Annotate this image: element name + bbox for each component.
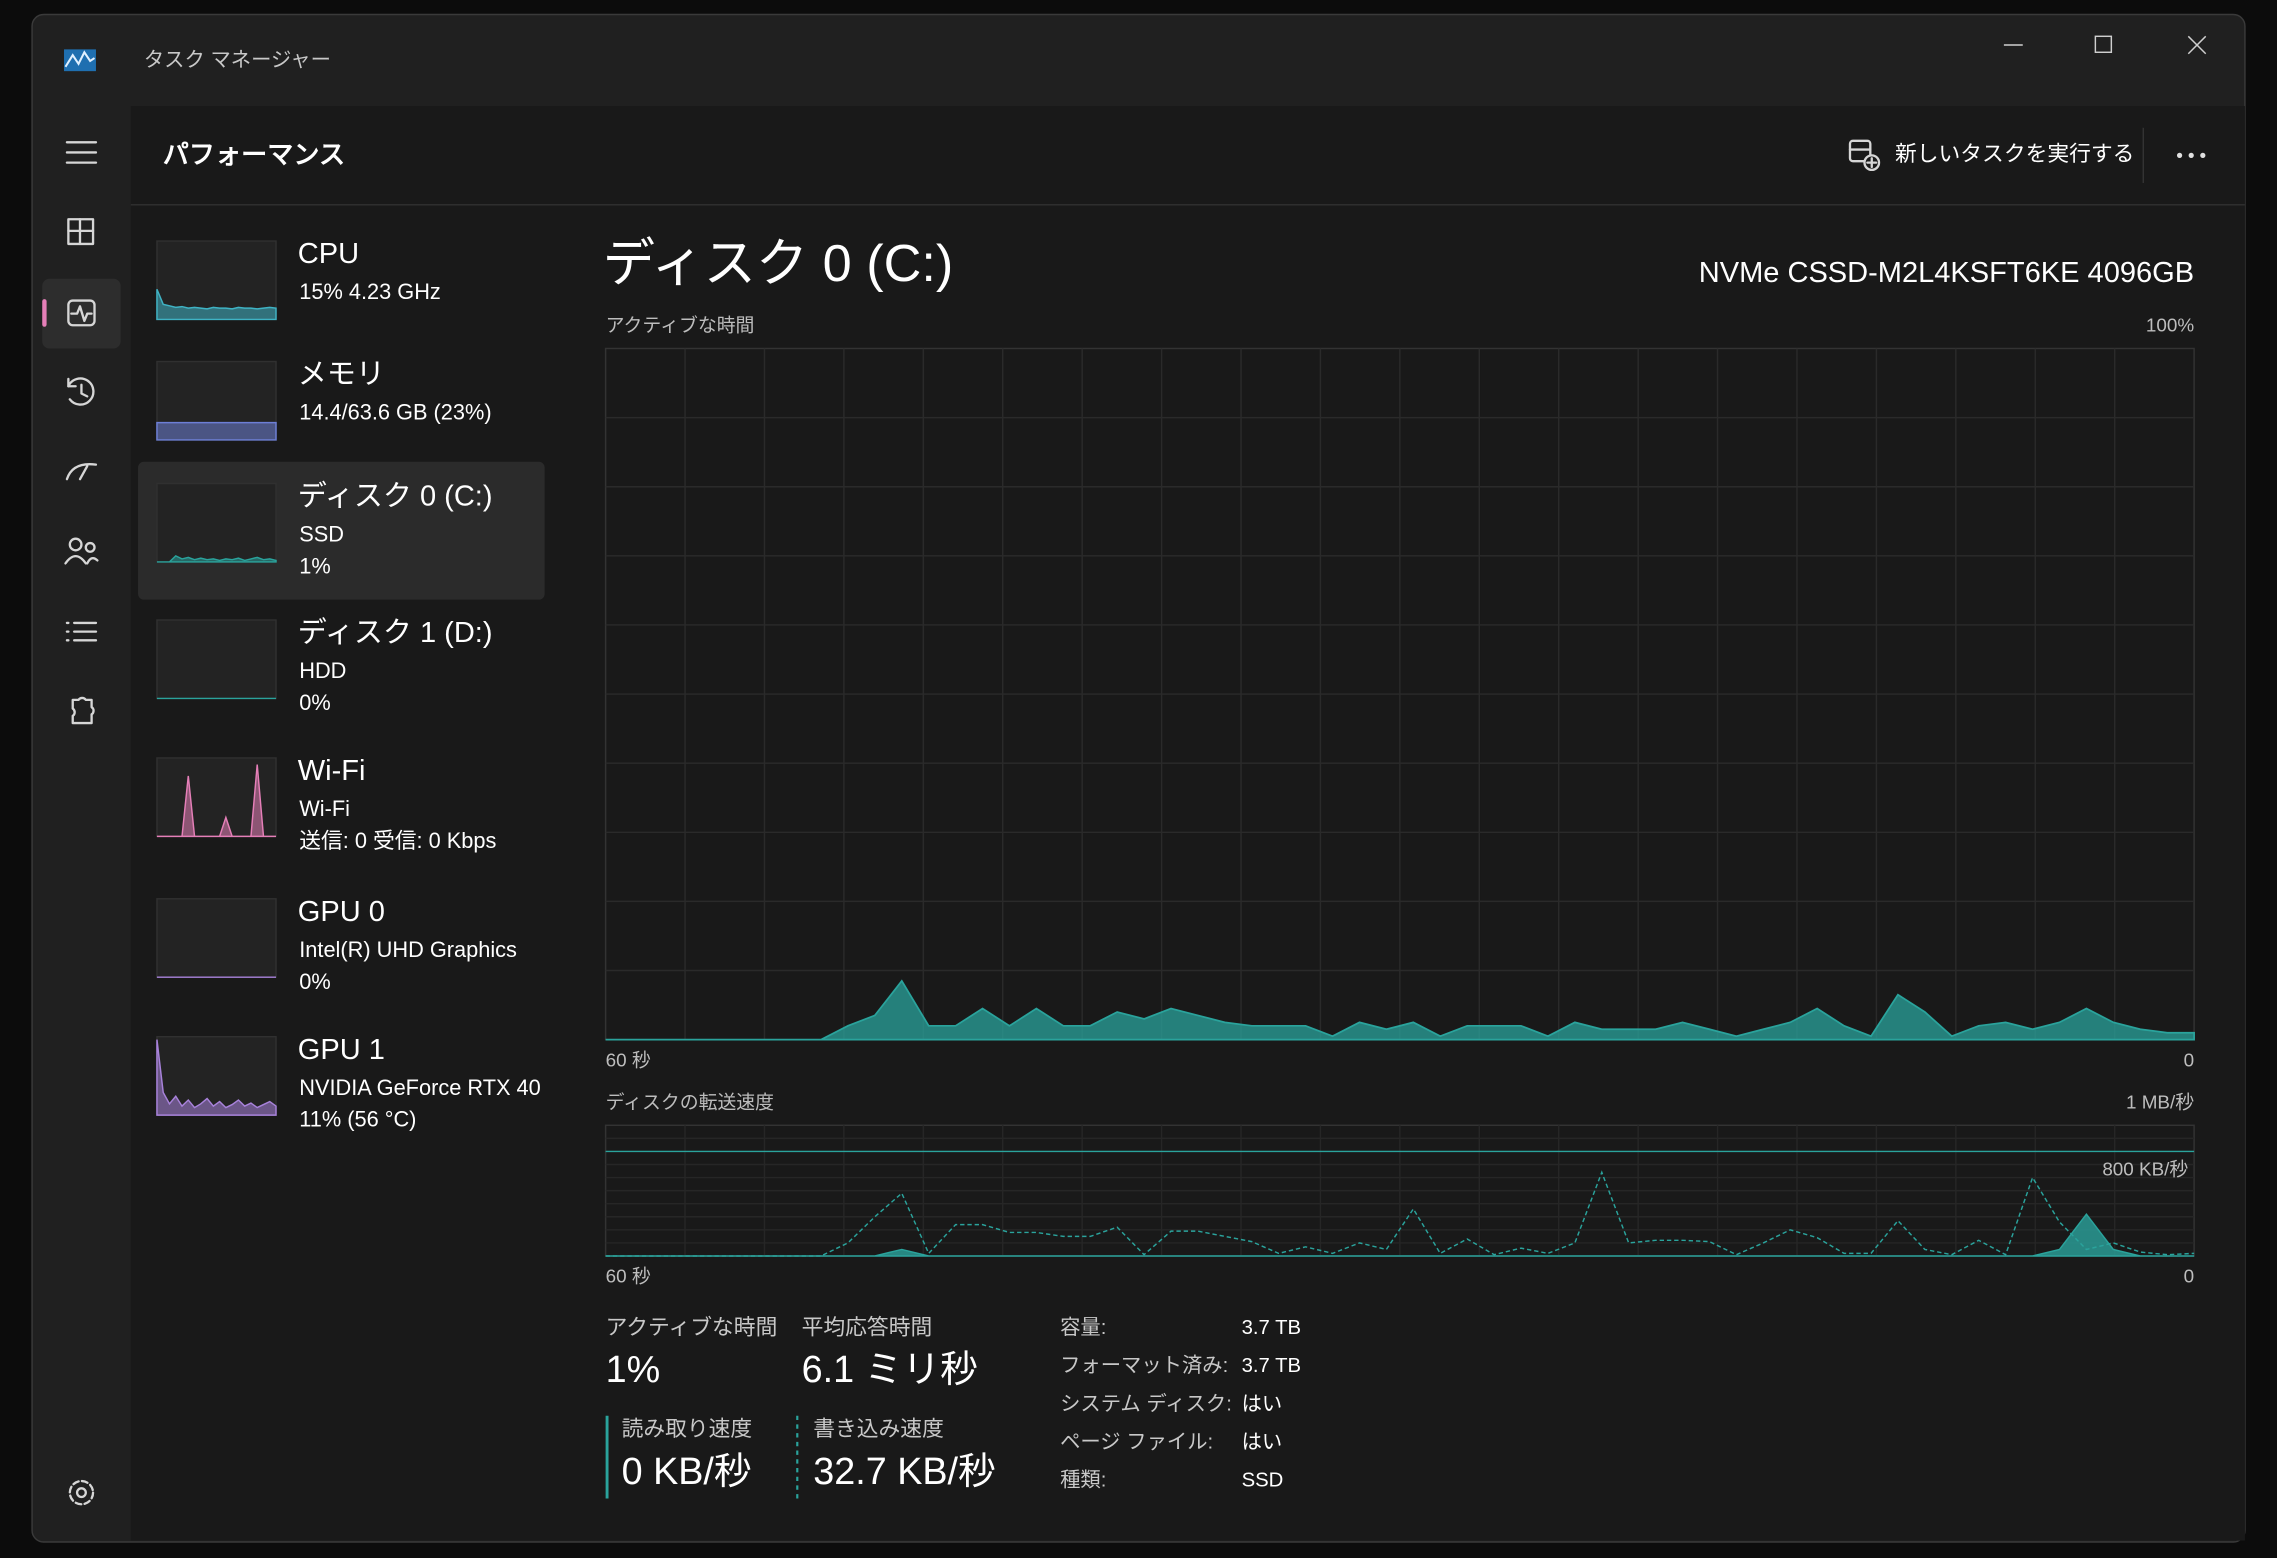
close-button[interactable] [2187,35,2207,55]
device-sparkline [156,555,277,563]
nav-services[interactable] [71,696,95,725]
stat-label: 平均応答時間 [802,1314,933,1339]
property-label: 種類: [1060,1469,1106,1492]
device-detail: 0% [299,969,330,994]
detail-model: NVMe CSSD-M2L4KSFT6KE 4096GB [1699,257,2194,289]
property-label: ページ ファイル: [1060,1432,1213,1454]
property-value: はい [1242,1432,1283,1454]
detail-title: ディスク 0 (C:) [603,235,954,293]
device-detail: 11% (56 °C) [299,1107,416,1132]
device-detail: Wi-Fi [299,796,350,821]
nav-performance[interactable] [67,299,96,327]
device-detail: 14.4/63.6 GB (23%) [299,400,491,425]
chart-x-left: 60 秒 [606,1266,651,1287]
stat-value: 1% [606,1348,661,1390]
device-detail: Intel(R) UHD Graphics [299,937,517,962]
property-value: 3.7 TB [1242,1355,1301,1377]
property-label: システム ディスク: [1060,1392,1232,1415]
nav-menu[interactable] [65,141,98,164]
device-name[interactable]: ディスク 1 (D:) [298,616,493,649]
active-time-area [605,979,2195,1041]
device-thumbnail [156,619,277,700]
window-title: タスク マネージャー [144,48,331,71]
device-sparkline [156,764,277,838]
stat-label: アクティブな時間 [606,1314,778,1339]
device-name[interactable]: CPU [298,238,359,270]
device-detail: 送信: 0 受信: 0 Kbps [299,828,496,853]
stat-value: 0 KB/秒 [622,1450,752,1492]
device-thumbnail [156,482,277,563]
property-value: はい [1242,1393,1283,1415]
stat-value: 32.7 KB/秒 [813,1450,996,1492]
device-name[interactable]: GPU 0 [298,896,385,928]
nav-details[interactable] [65,621,98,642]
device-sparkline [156,421,277,441]
content-panel [130,105,2245,1541]
nav-startup[interactable] [65,463,98,481]
nav-app-history[interactable] [67,377,95,406]
read-area [605,1212,2195,1257]
property-value: 3.7 TB [1242,1317,1301,1339]
run-task-icon[interactable] [1848,139,1881,172]
device-detail: SSD [299,522,344,547]
device-sparkline [156,1039,277,1116]
device-sparkline [156,288,277,321]
chart-x-right: 0 [2184,1266,2195,1287]
reference-label: 800 KB/秒 [2102,1158,2188,1179]
chart-label: アクティブな時間 [606,314,755,336]
chart-x-left: 60 秒 [606,1049,651,1070]
chart-x-right: 0 [2184,1049,2195,1070]
nav-processes[interactable] [67,218,95,246]
device-thumbnail [156,240,277,321]
device-name[interactable]: ディスク 0 (C:) [298,480,493,513]
stat-value: 6.1 ミリ秒 [802,1348,978,1390]
nav-users[interactable] [64,537,99,565]
chart-max-label: 1 MB/秒 [2126,1092,2194,1113]
device-detail: 15% 4.23 GHz [299,279,441,304]
device-detail: 1% [299,553,330,578]
run-task-button[interactable]: 新しいタスクを実行する [1895,141,2134,166]
device-name[interactable]: メモリ [298,359,385,391]
maximize-button[interactable] [2094,35,2113,53]
stat-label: 読み取り速度 [622,1416,753,1441]
page-title: パフォーマンス [163,140,345,170]
chart-label: ディスクの転送速度 [606,1092,775,1113]
chart-max-label: 100% [2146,315,2194,336]
property-label: 容量: [1060,1316,1106,1339]
device-detail: 0% [299,690,330,715]
device-detail: HDD [299,658,346,683]
device-name[interactable]: Wi-Fi [298,755,366,787]
nav-indicator [42,299,47,327]
device-name[interactable]: GPU 1 [298,1034,385,1066]
device-thumbnail [156,898,277,978]
write-line [605,1170,2195,1257]
app-icon [64,49,96,72]
more-button[interactable] [2176,152,2206,158]
nav-settings[interactable] [68,1479,95,1506]
device-detail: NVIDIA GeForce RTX 40 [299,1075,541,1100]
property-label: フォーマット済み: [1060,1354,1228,1377]
property-value: SSD [1242,1470,1284,1492]
stat-label: 書き込み速度 [813,1416,944,1441]
